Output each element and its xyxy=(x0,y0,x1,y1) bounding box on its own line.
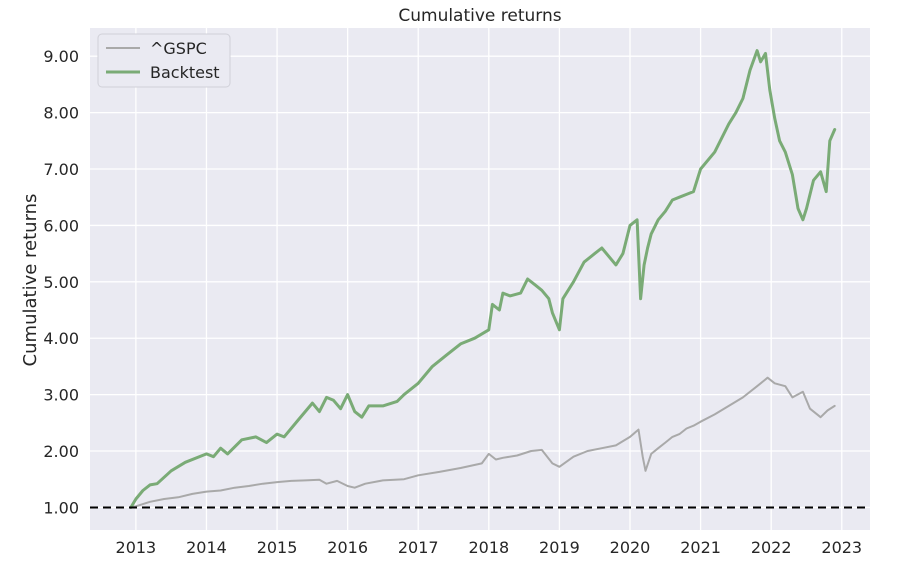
series-line-backtest xyxy=(129,49,837,509)
x-tick-label: 2014 xyxy=(186,538,227,557)
y-tick-label: 1.00 xyxy=(43,498,79,517)
x-tick-label: 2016 xyxy=(327,538,368,557)
y-tick-label: 5.00 xyxy=(43,273,79,292)
y-tick-label: 7.00 xyxy=(43,160,79,179)
x-tick-label: 2013 xyxy=(116,538,157,557)
x-tick-labels: 2013 2014 2015 2016 2017 2018 2019 2020 2021 2022… xyxy=(116,538,863,557)
legend-label-gspc: ^GSPC xyxy=(150,39,207,58)
y-tick-label: 4.00 xyxy=(43,329,79,348)
y-tick-label: 9.00 xyxy=(43,47,79,66)
y-tick-label: 2.00 xyxy=(43,442,79,461)
legend: ^GSPC Backtest xyxy=(97,33,231,88)
x-tick-label: 2017 xyxy=(398,538,439,557)
series-layer xyxy=(129,49,837,509)
plot-area xyxy=(90,28,870,530)
series-line-gspc xyxy=(129,376,836,509)
x-tick-label: 2020 xyxy=(610,538,651,557)
x-tick-label: 2018 xyxy=(468,538,509,557)
x-tick-label: 2021 xyxy=(680,538,721,557)
y-tick-label: 8.00 xyxy=(43,104,79,123)
y-tick-label: 6.00 xyxy=(43,216,79,235)
x-tick-label: 2023 xyxy=(821,538,862,557)
x-tick-label: 2019 xyxy=(539,538,580,557)
y-axis-label: Cumulative returns xyxy=(20,194,41,367)
legend-label-backtest: Backtest xyxy=(150,63,220,82)
chart-title: Cumulative returns xyxy=(398,6,561,26)
y-tick-labels: 1.00 2.00 3.00 4.00 5.00 6.00 7.00 8.00 9.00 xyxy=(43,47,79,517)
x-tick-label: 2015 xyxy=(257,538,298,557)
y-tick-label: 3.00 xyxy=(43,386,79,405)
x-tick-label: 2022 xyxy=(751,538,792,557)
